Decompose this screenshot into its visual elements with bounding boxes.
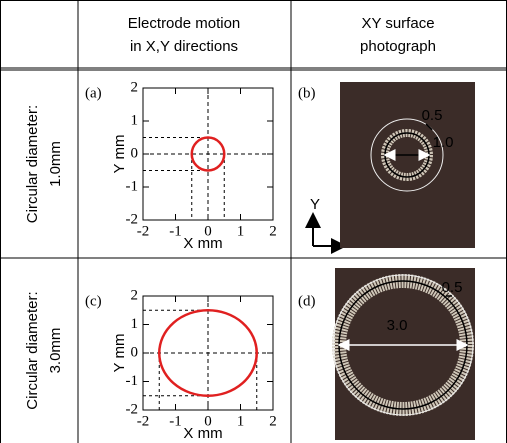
photo-ring: [332, 274, 474, 416]
x-tick-label: 2: [269, 223, 277, 239]
photo-label: 0.5: [422, 107, 443, 124]
y-tick-label: -1: [126, 178, 139, 194]
x-tick-label: -1: [169, 413, 182, 429]
x-tick-label: 0: [204, 413, 212, 429]
header-text: XY surface: [361, 15, 434, 32]
photo-ring: [370, 118, 444, 192]
x-tick-label: 2: [269, 413, 277, 429]
header-text: in X,Y directions: [130, 38, 238, 55]
x-axis-label: X mm: [183, 235, 222, 252]
y-tick-label: 0: [131, 145, 139, 161]
y-tick-label: 1: [131, 112, 139, 128]
photo-label: 0.5: [442, 279, 463, 296]
x-axis-label: X mm: [183, 425, 222, 442]
panel-tag: (c): [85, 293, 102, 309]
panel-tag: (b): [298, 85, 316, 101]
row-label: 3.0mm: [47, 328, 64, 374]
row-label: 1.0mm: [47, 141, 64, 187]
y-tick-label: 2: [131, 79, 139, 95]
y-axis-label: Y mm: [111, 135, 128, 174]
panel-tag: (d): [298, 293, 316, 309]
x-tick-label: 1: [237, 413, 245, 429]
header-text: photograph: [360, 38, 436, 55]
photo-label: 1.0: [433, 134, 454, 151]
circle-path: [190, 136, 226, 172]
photo: [340, 82, 475, 248]
x-tick-label: 1: [237, 223, 245, 239]
y-tick-label: -2: [126, 211, 139, 227]
x-tick-label: -1: [169, 223, 182, 239]
photo-label: 3.0: [387, 317, 408, 334]
y-tick-label: -1: [126, 373, 139, 389]
panel-tag: (a): [85, 85, 102, 101]
y-tick-label: 1: [131, 316, 139, 332]
x-tick-label: 0: [204, 223, 212, 239]
y-tick-label: 2: [131, 287, 139, 303]
row-label: Circular diameter:: [24, 291, 41, 409]
axis-letter: Y: [310, 196, 320, 213]
circle-path: [158, 309, 258, 397]
y-tick-label: -2: [126, 401, 139, 417]
row-label: Circular diameter:: [24, 105, 41, 223]
header-text: Electrode motion: [128, 15, 241, 32]
leader-line: [425, 123, 433, 131]
x-tick-label: -2: [137, 223, 150, 239]
x-tick-label: -2: [137, 413, 150, 429]
y-axis-label: Y mm: [111, 334, 128, 373]
y-tick-label: 0: [131, 344, 139, 360]
